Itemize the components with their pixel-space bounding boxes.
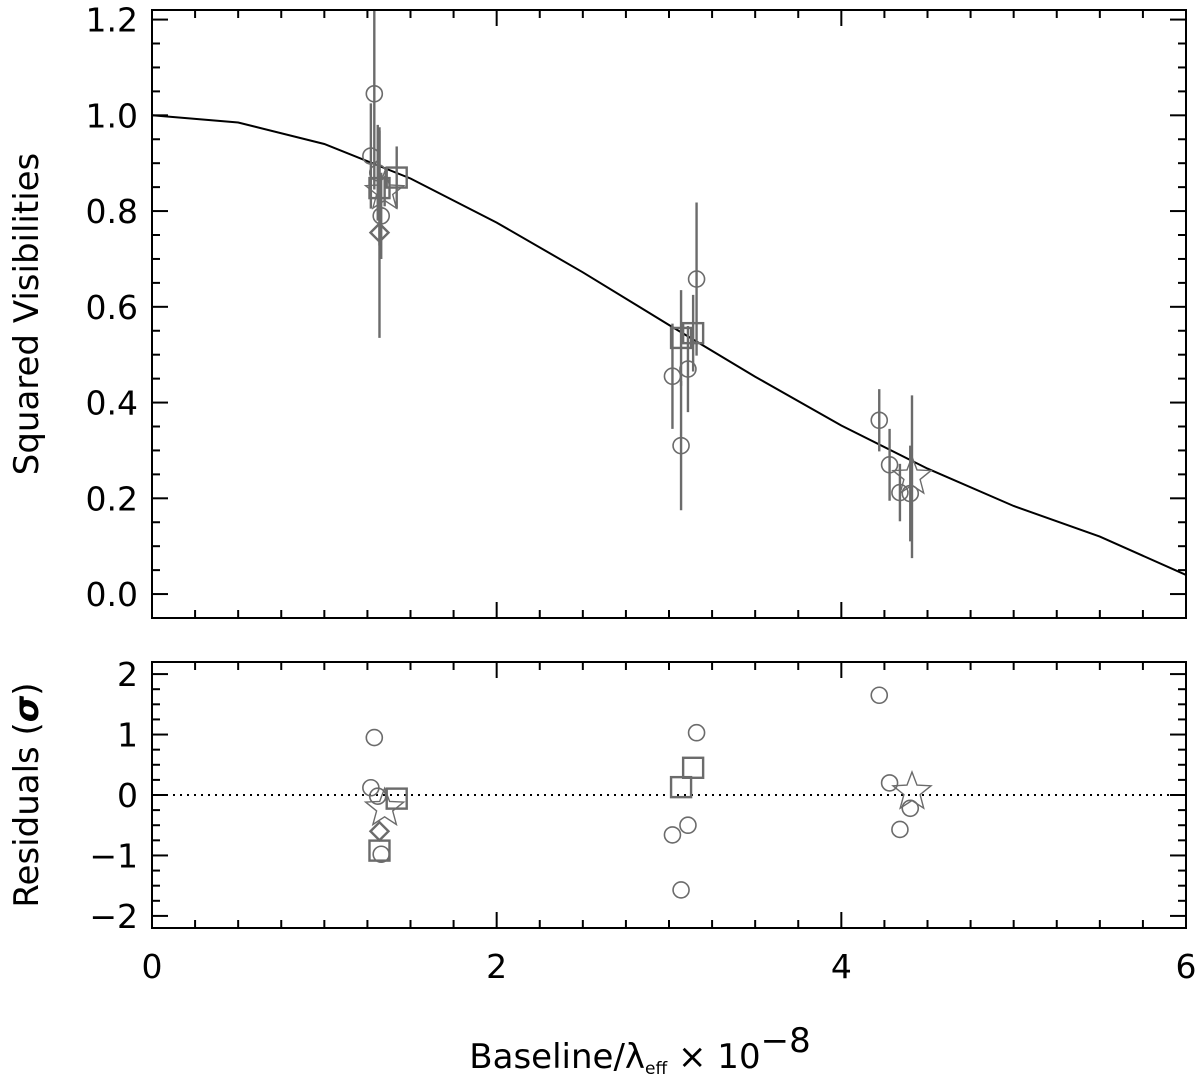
residual-point-star [891, 770, 933, 810]
y-tick-label: 1 [117, 716, 138, 755]
residual-point-circle [687, 723, 706, 742]
residual-point-circle [679, 816, 697, 835]
sigma-symbol: σ [7, 695, 47, 722]
bottom-panel: 0 2 4 6 −2 −1 0 1 2 [89, 655, 1196, 986]
y-tick-label: 0.4 [86, 384, 138, 423]
x-tick-label: 2 [486, 947, 507, 986]
y-tick-label: 0.2 [86, 479, 138, 518]
data-point-circle [672, 436, 690, 455]
residual-point-square [681, 756, 705, 779]
data-point-circle [679, 360, 697, 378]
data-point-circle [687, 270, 706, 288]
residual-point-circle [365, 728, 384, 747]
data-point-star [363, 169, 406, 210]
data-point-circle [365, 84, 384, 103]
data-point-square [669, 326, 693, 350]
x-axis-title: Baseline/λeff × 10−8 [469, 1021, 810, 1079]
data-point-circle [880, 456, 899, 474]
x-tick-label: 6 [1176, 947, 1197, 986]
y-tick-label: 0 [117, 776, 138, 815]
data-point-circle [362, 147, 380, 165]
y-tick-label: 1.2 [86, 1, 138, 40]
y-tick-label: −2 [89, 897, 138, 936]
bottom-y-axis-title: Residuals (σ) [7, 682, 47, 907]
y-tick-label: 2 [117, 655, 138, 694]
residual-point-square [669, 775, 693, 799]
residual-point-circle [672, 881, 690, 899]
data-point-circle [663, 367, 682, 386]
residual-point-star [363, 786, 406, 827]
residual-point-square [385, 787, 408, 810]
bottom-y-axis-title-text: Residuals ( [7, 722, 47, 907]
data-point-square [681, 321, 705, 345]
bottom-axis-ticks: 0 2 4 6 −2 −1 0 1 2 [89, 655, 1196, 986]
residual-point-circle [891, 820, 909, 839]
data-point-diamond [368, 221, 391, 244]
data-point-circle [870, 411, 889, 430]
bottom-plot-content [152, 686, 1186, 899]
x-axis-title-sub: eff [645, 1059, 668, 1079]
x-axis-title-times: × 10 [667, 1037, 760, 1077]
x-tick-label: 0 [142, 947, 163, 986]
residual-point-square [368, 839, 391, 862]
x-tick-label: 4 [831, 947, 852, 986]
residual-point-diamond [368, 820, 391, 842]
y-tick-label: −1 [89, 836, 138, 875]
top-axis-ticks: 0.0 0.2 0.4 0.6 0.8 1.0 1.2 [86, 1, 1187, 619]
x-axis-title-main: Baseline/ [469, 1037, 625, 1077]
top-panel: 0.0 0.2 0.4 0.6 0.8 1.0 1.2 [86, 1, 1187, 619]
y-tick-label: 0.0 [86, 575, 138, 614]
top-plot-content [151, 10, 1187, 576]
model-curve [151, 114, 1187, 576]
y-tick-label: 0.8 [86, 192, 138, 231]
residual-point-circle [901, 799, 920, 818]
residual-point-circle [663, 826, 682, 844]
data-point-star [891, 454, 933, 495]
residual-point-circle [870, 686, 889, 705]
y-tick-label: 1.0 [86, 96, 138, 135]
y-tick-label: 0.6 [86, 288, 138, 327]
x-axis-title-exponent: −8 [761, 1021, 811, 1061]
bottom-y-axis-title-close: ) [7, 682, 47, 695]
top-plot-frame [151, 9, 1187, 619]
top-y-axis-title: Squared Visibilities [7, 153, 47, 476]
data-point-circle [901, 484, 920, 503]
data-point-circle [891, 483, 909, 502]
x-axis-title-lambda: λ [625, 1037, 645, 1077]
residual-point-circle [880, 774, 899, 792]
